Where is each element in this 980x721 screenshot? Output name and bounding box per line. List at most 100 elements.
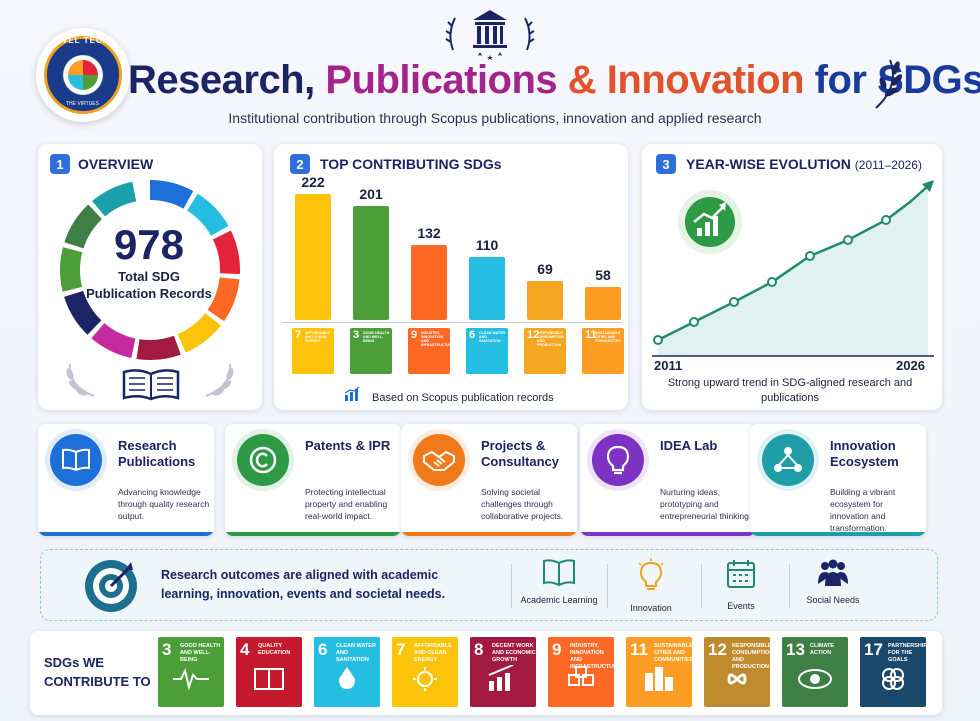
sdg-tile-title: Industry, Innovation and Infrastructure [421,331,450,348]
logo-emblem-icon [68,60,98,90]
evolution-trend-chart [652,180,934,357]
book-icon [122,369,180,401]
sdgs-row-label: SDGs WE CONTRIBUTE TO [44,655,151,689]
donut-segment [60,180,240,360]
sdg-category-tile: 6 Clean Water and Sanitation [466,328,508,374]
sdg-tile-number: 3 [353,329,360,341]
sdg-tile-12: 12 Responsible Consumption and Production [704,637,770,707]
top-sdgs-footnote: Based on Scopus publication records [372,392,554,404]
feature-accent-bar [750,532,926,536]
evolution-start-year: 2011 [654,358,683,373]
feature-accent-bar [225,532,401,536]
sdg-tile-4: 4 Quality Education [236,637,302,707]
sdg-goal-icon [645,667,673,691]
sdg-tile-title: Clean Water and Sanitation [336,643,376,663]
evolution-title-text: YEAR-WISE EVOLUTION [686,156,851,172]
banner-divider [607,564,608,608]
sdg-goal-icon [882,668,904,690]
evolution-range: (2011–2026) [854,158,922,172]
banner-divider [511,564,512,608]
sdg-tile-number: 7 [295,329,302,341]
handshake-icon [413,434,465,486]
feature-accent-bar [401,532,577,536]
sdg-tile-title: Responsible Consumption and Production [732,643,770,670]
sdg-tile-title: Clean Water and Sanitation [479,331,506,344]
sdg-tile-13: 13 Climate Action [782,637,848,707]
banner-item-innovation: Innovation [611,558,691,614]
overview-card: 1 OVERVIEW [38,144,262,410]
sdg-category-tile: 3 Good Health and Well-Being [350,328,392,374]
sdg-tile-number: 17 [864,640,883,659]
feature-card: Patents & IPR Protecting intellectual pro… [225,424,401,536]
sdg-tile-number: 3 [162,640,172,659]
feature-card: Projects & Consultancy Solving societal c… [401,424,577,536]
evolution-card: 3 YEAR-WISE EVOLUTION (2011–2026) [642,144,942,410]
target-icon [85,560,137,612]
feature-accent-bar [580,532,756,536]
banner-item-social-needs: Social Needs [793,558,873,606]
sdg-tile-17: 17 Partnerships for the Goals [860,637,926,707]
sdg-bar [469,257,505,320]
sdg-tile-number: 12 [527,329,540,341]
feature-card: IDEA Lab Nurturing ideas, prototyping and… [580,424,756,536]
sdg-tile-number: 6 [318,640,328,659]
sdg-bar [295,193,331,320]
total-records-number: 978 [113,221,185,268]
growth-chart-icon [678,190,742,254]
feature-title: Patents & IPR [305,438,391,453]
sdg-tile-title: Partnerships for the Goals [888,643,926,663]
logo-text-bottom: THE VIRTUES [66,101,99,107]
sdg-tile-title: Climate Action [810,643,835,656]
top-sdgs-number-badge: 2 [290,154,310,174]
sdg-tile-3: 3 Good Health and Well-Being [158,637,224,707]
top-sdgs-card: 2 TOP CONTRIBUTING SDGs 222 7 Affordable a… [274,144,628,410]
sdg-tile-number: 11 [630,640,648,659]
banner-item-label: Events [727,601,755,611]
bar-value-label: 132 [417,224,441,241]
sdg-tile-number: 8 [474,640,484,659]
page-subtitle: Institutional contribution through Scopu… [228,110,762,126]
banner-divider [789,564,790,608]
evolution-number-badge: 3 [656,154,676,174]
sdg-category-tile: 12 Responsible Consumption and Production [524,328,566,374]
feature-description: Nurturing ideas, prototyping and entrepr… [660,487,752,521]
feature-description: Protecting intellectual property and ena… [305,487,388,521]
banner-item-label: Academic Learning [520,595,598,605]
title-part-publications: Publications [325,58,558,102]
trend-point [881,215,891,225]
sdg-tile-number: 4 [240,640,250,659]
people-icon [818,559,848,586]
sdg-bar [585,287,621,320]
feature-description: Building a vibrant ecosystem for innovat… [830,487,896,533]
bar-value-label: 201 [359,185,383,202]
sdgs-we-contribute-row: SDGs WE CONTRIBUTE TO 3 Good Health and W… [30,631,942,715]
banner-divider [701,564,702,608]
evolution-end-year: 2026 [896,358,925,373]
sdg-goal-icon [798,669,832,689]
sdg-tile-9: 9 Industry, Innovation and Infrastructure [548,637,614,707]
bar-value-label: 222 [301,173,325,190]
page-title: Research, Publications & Innovation for … [128,58,980,103]
calendar-icon [727,560,755,588]
sdg-tile-number: 13 [786,640,805,659]
alignment-banner-text: Research outcomes are aligned with acade… [161,568,446,601]
donut-segment [60,180,240,360]
feature-description: Solving societal challenges through coll… [481,487,564,521]
sdg-tile-8: 8 Decent Work and Economic Growth [470,637,536,707]
sdg-bar [353,205,389,320]
trend-point [843,235,853,245]
trend-arrow-icon [922,180,934,192]
donut-segment [60,180,240,360]
donut-segment [60,180,240,360]
book-icon [50,434,102,486]
overview-number-badge: 1 [50,154,70,174]
lightbulb-icon [638,558,664,590]
trend-point [805,251,815,261]
sdg-tile-number: 9 [411,329,418,341]
bar-value-label: 110 [475,237,499,254]
trend-point [689,317,699,327]
sdg-tile-title: Decent Work and Economic Growth [492,643,536,663]
donut-segment [60,180,240,360]
bar-chart-baseline [282,322,622,323]
donut-segment [60,180,240,360]
